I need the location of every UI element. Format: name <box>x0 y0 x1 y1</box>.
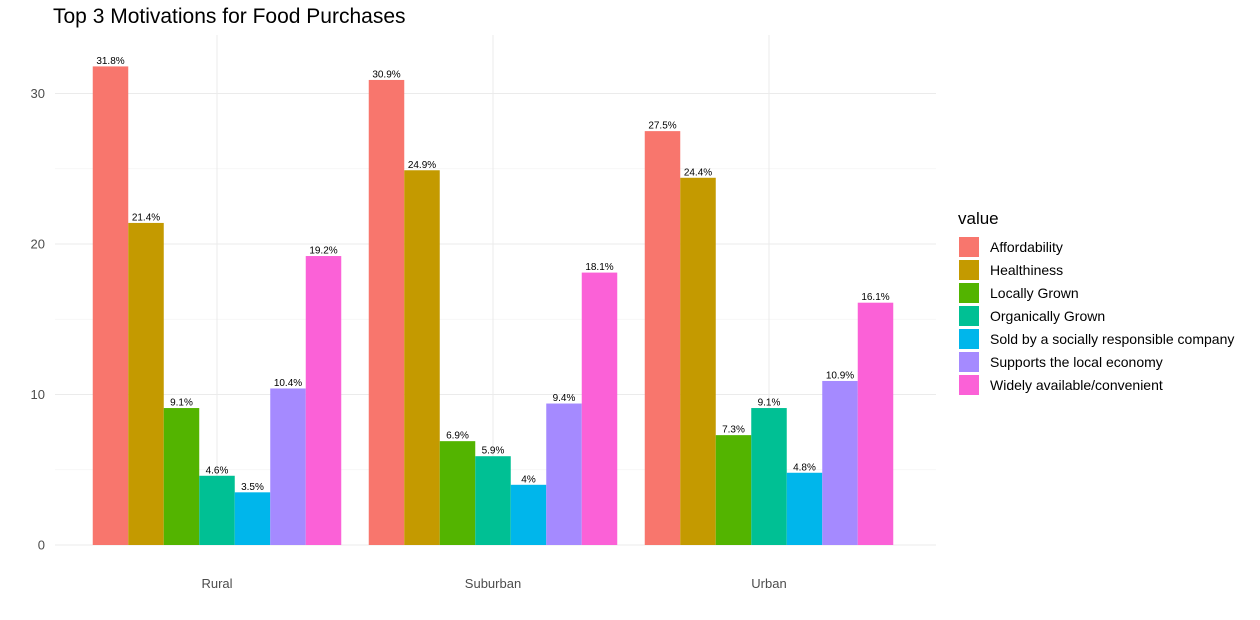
bar-value-label: 18.1% <box>585 262 613 273</box>
bar <box>439 441 476 545</box>
bar-value-label: 24.4% <box>684 167 712 178</box>
y-tick-label: 10 <box>31 387 45 402</box>
bar-value-label: 31.8% <box>96 56 124 67</box>
bar-value-label: 7.3% <box>722 425 745 436</box>
bar-value-label: 4.8% <box>793 462 816 473</box>
bar-value-label: 30.9% <box>372 69 400 80</box>
legend-label: Locally Grown <box>990 285 1079 301</box>
bar <box>475 456 511 545</box>
bars-layer <box>92 66 894 545</box>
bar-value-label: 16.1% <box>861 292 889 303</box>
bar <box>786 472 823 545</box>
bar-value-label: 3.5% <box>241 482 264 493</box>
legend-label: Affordability <box>990 239 1063 255</box>
bar-value-label: 6.9% <box>446 431 469 442</box>
bar-value-label: 4% <box>521 474 536 485</box>
legend-key <box>959 237 979 257</box>
bar <box>546 403 582 545</box>
bar-value-label: 9.1% <box>170 398 193 409</box>
legend-key <box>959 352 979 372</box>
legend-label: Sold by a socially responsible company <box>990 331 1234 347</box>
bar <box>368 79 405 545</box>
legend-label: Healthiness <box>990 262 1063 278</box>
bar <box>857 302 894 545</box>
bar-value-label: 4.6% <box>206 465 229 476</box>
legend-key <box>959 375 979 395</box>
legend: value Affordability Healthiness Locally Gro… <box>958 209 1234 395</box>
bar-value-label: 19.2% <box>309 246 337 257</box>
bar <box>199 475 235 545</box>
y-tick-label: 30 <box>31 86 45 101</box>
legend-key <box>959 283 979 303</box>
legend-label: Supports the local economy <box>990 354 1163 370</box>
y-tick-label: 20 <box>31 237 45 252</box>
x-axis: Rural Suburban Urban <box>201 576 786 591</box>
bar-value-label: 9.1% <box>758 398 781 409</box>
bar <box>128 222 164 545</box>
bar <box>92 66 129 545</box>
legend-key <box>959 306 979 326</box>
bar-value-label: 27.5% <box>648 121 676 132</box>
bar-value-label: 9.4% <box>553 393 576 404</box>
bar <box>715 435 752 545</box>
bar <box>404 170 440 545</box>
legend-key <box>959 260 979 280</box>
legend-label: Widely available/convenient <box>990 377 1163 393</box>
legend-label: Organically Grown <box>990 308 1105 324</box>
chart-title: Top 3 Motivations for Food Purchases <box>53 5 406 28</box>
bar <box>581 272 618 545</box>
bar-value-label: 21.4% <box>132 212 160 223</box>
bar-value-label: 10.4% <box>274 378 302 389</box>
bar <box>751 408 787 545</box>
y-tick-label: 0 <box>38 538 45 553</box>
bar <box>680 177 716 545</box>
bar <box>644 131 681 545</box>
bar <box>163 408 200 545</box>
legend-key <box>959 329 979 349</box>
x-tick-label: Rural <box>201 576 232 591</box>
x-tick-label: Suburban <box>465 576 521 591</box>
bar <box>270 388 306 545</box>
bar-value-label: 24.9% <box>408 160 436 171</box>
bar-labels-layer: 31.8% 21.4% 9.1% 4.6% 3.5% 10.4% 19.2% 30.9% 24.… <box>96 56 889 493</box>
x-tick-label: Urban <box>751 576 786 591</box>
bar <box>510 484 547 545</box>
y-axis: 0 10 20 30 <box>31 86 45 553</box>
legend-title: value <box>958 209 999 228</box>
bar <box>234 492 271 545</box>
bar <box>305 256 342 545</box>
bar-value-label: 5.9% <box>482 446 505 457</box>
bar <box>822 380 858 545</box>
bar-value-label: 10.9% <box>826 370 854 381</box>
